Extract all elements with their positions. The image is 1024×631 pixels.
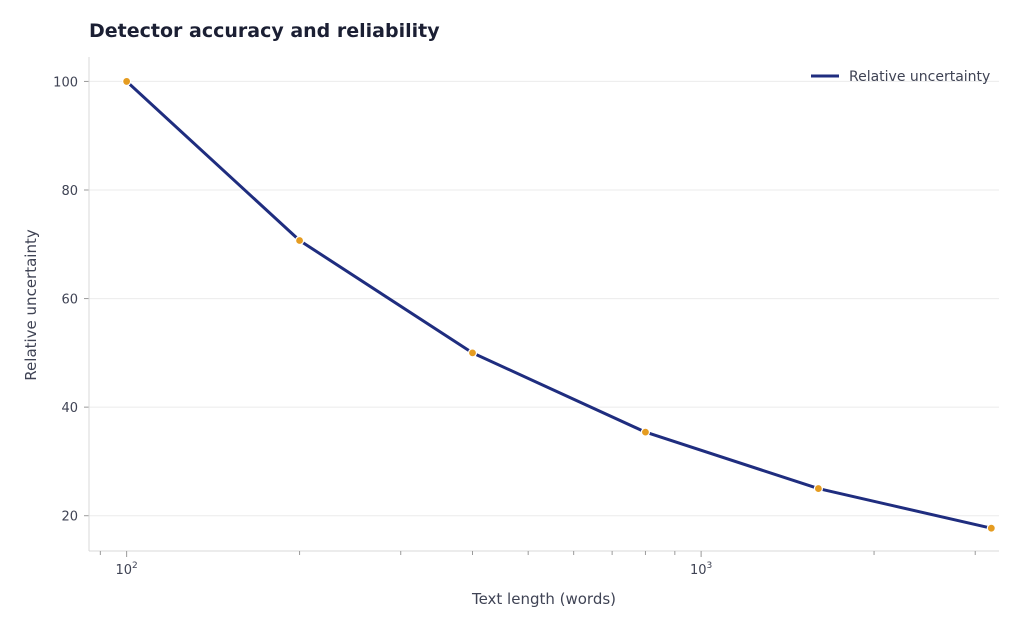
- x-tick-label: 102: [115, 561, 137, 578]
- tick-labels: 20 40 60 80 100 102 103: [53, 75, 712, 578]
- grid-lines: [89, 80, 999, 517]
- legend-label: Relative uncertainty: [849, 69, 990, 85]
- x-tick-label: 103: [690, 561, 712, 578]
- y-tick-label: 40: [61, 401, 78, 416]
- y-tick-label: 80: [61, 184, 78, 199]
- data-point: [467, 348, 478, 358]
- axes: [84, 57, 999, 557]
- y-axis-label: Relative uncertainty: [22, 229, 40, 381]
- data-point: [294, 235, 305, 246]
- series-line: [125, 79, 993, 530]
- chart-title: Detector accuracy and reliability: [89, 20, 440, 42]
- data-point: [986, 523, 996, 533]
- legend: Relative uncertainty: [811, 69, 990, 85]
- data-point: [640, 427, 651, 437]
- data-point: [122, 76, 132, 87]
- y-tick-label: 20: [61, 510, 78, 525]
- x-axis-label: Text length (words): [471, 590, 616, 608]
- series: [122, 76, 996, 533]
- y-tick-label: 100: [53, 75, 78, 90]
- data-point: [813, 483, 823, 494]
- y-tick-label: 60: [61, 293, 78, 308]
